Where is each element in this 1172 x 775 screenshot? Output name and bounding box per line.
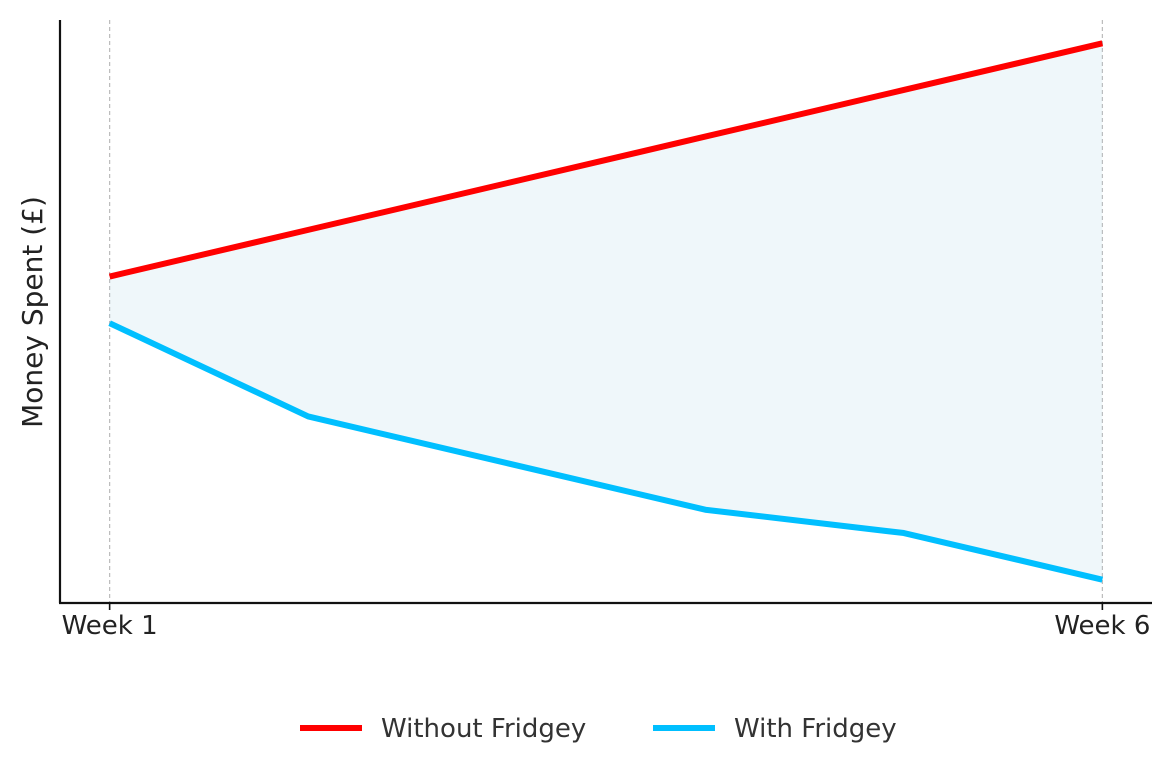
legend-label-with-fridgey: With Fridgey xyxy=(734,714,897,744)
x-tick-label-1: Week 1 xyxy=(62,611,158,641)
series-lines xyxy=(108,40,1104,583)
fill-between-polygon xyxy=(109,43,1103,580)
series-line-without-fridgey xyxy=(108,40,1104,280)
legend: Without Fridgey With Fridgey xyxy=(300,714,897,744)
vertical-grid-lines xyxy=(109,20,1103,603)
y-axis-title: Money Spent (£) xyxy=(16,196,49,428)
x-ticks: Week 1 Week 6 xyxy=(62,603,1150,641)
axes xyxy=(58,20,1152,605)
legend-label-without-fridgey: Without Fridgey xyxy=(381,714,586,744)
fill-between-area xyxy=(109,43,1103,580)
series-line-with-fridgey xyxy=(108,320,1104,583)
x-tick-label-2: Week 6 xyxy=(1054,611,1150,641)
